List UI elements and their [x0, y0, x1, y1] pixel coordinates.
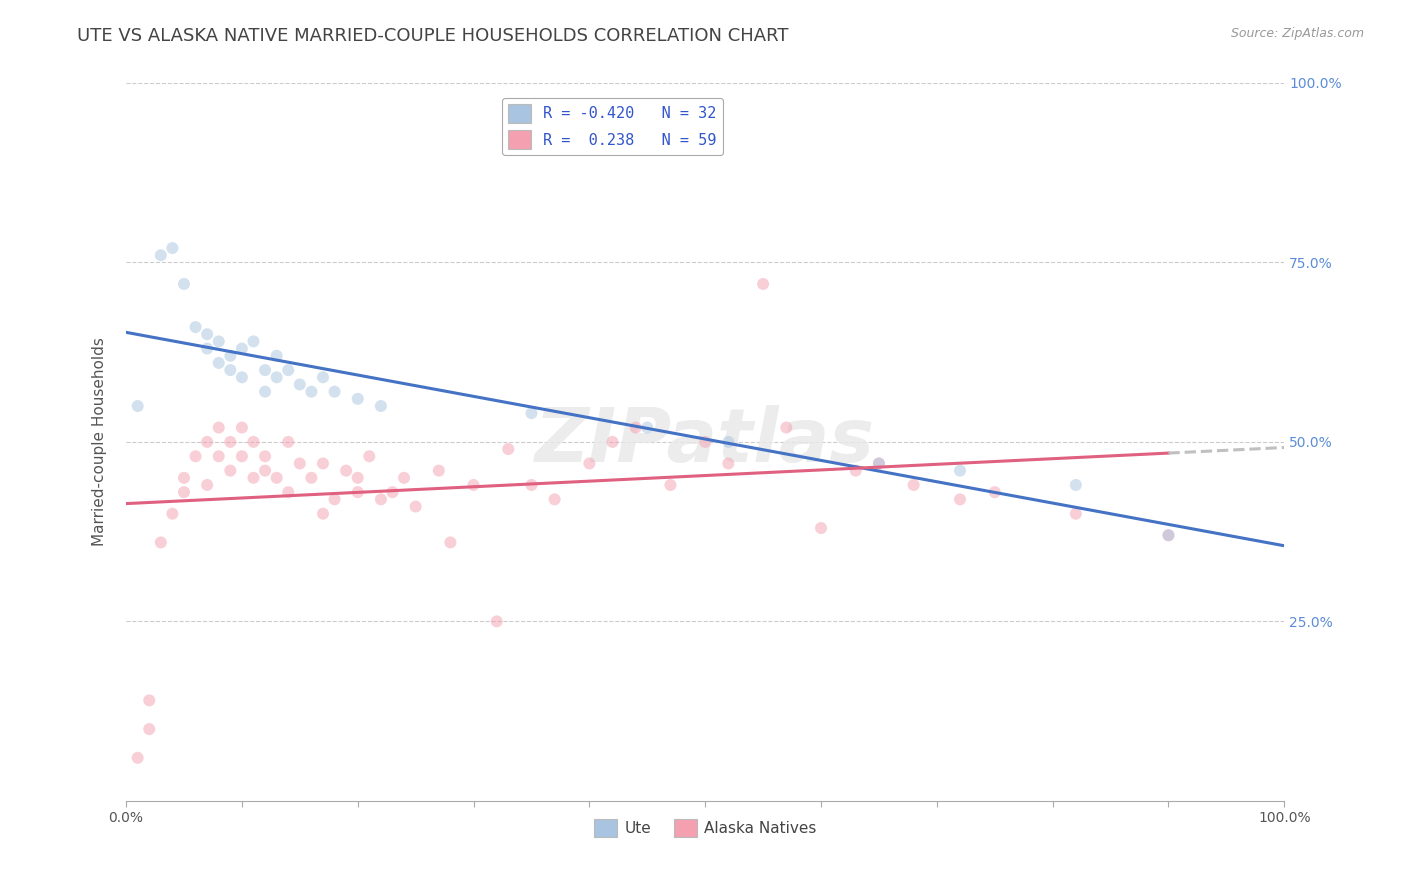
- Point: [1064, 507, 1087, 521]
- Point: [195, 327, 218, 342]
- Point: [231, 370, 253, 384]
- Point: [299, 384, 322, 399]
- Point: [346, 471, 368, 485]
- Point: [312, 370, 335, 384]
- Point: [219, 464, 242, 478]
- Point: [231, 450, 253, 464]
- Point: [323, 384, 346, 399]
- Point: [288, 377, 311, 392]
- Point: [242, 471, 264, 485]
- Point: [868, 457, 890, 471]
- Point: [636, 420, 658, 434]
- Point: [602, 434, 624, 449]
- Point: [254, 450, 277, 464]
- Point: [370, 492, 392, 507]
- Point: [463, 478, 485, 492]
- Point: [266, 471, 288, 485]
- Point: [231, 420, 253, 434]
- Point: [346, 392, 368, 406]
- Point: [127, 399, 149, 413]
- Point: [624, 420, 647, 434]
- Point: [254, 384, 277, 399]
- Point: [845, 464, 868, 478]
- Point: [498, 442, 520, 456]
- Point: [520, 478, 543, 492]
- Point: [659, 478, 682, 492]
- Point: [208, 420, 231, 434]
- Point: [195, 434, 218, 449]
- Point: [427, 464, 450, 478]
- Text: Source: ZipAtlas.com: Source: ZipAtlas.com: [1230, 27, 1364, 40]
- Point: [405, 500, 427, 514]
- Point: [949, 464, 972, 478]
- Point: [149, 248, 172, 262]
- Point: [752, 277, 775, 291]
- Legend: Ute, Alaska Natives: Ute, Alaska Natives: [588, 813, 823, 844]
- Point: [346, 485, 368, 500]
- Point: [288, 457, 311, 471]
- Point: [208, 450, 231, 464]
- Text: ZIPatlas: ZIPatlas: [536, 405, 875, 478]
- Point: [485, 615, 508, 629]
- Point: [949, 492, 972, 507]
- Point: [138, 693, 160, 707]
- Point: [219, 349, 242, 363]
- Point: [242, 434, 264, 449]
- Point: [335, 464, 357, 478]
- Point: [984, 485, 1007, 500]
- Point: [195, 478, 218, 492]
- Point: [277, 363, 299, 377]
- Point: [1064, 478, 1087, 492]
- Point: [370, 399, 392, 413]
- Point: [439, 535, 461, 549]
- Point: [903, 478, 925, 492]
- Point: [266, 349, 288, 363]
- Point: [219, 363, 242, 377]
- Point: [184, 320, 207, 334]
- Point: [299, 471, 322, 485]
- Point: [138, 722, 160, 736]
- Point: [775, 420, 797, 434]
- Text: UTE VS ALASKA NATIVE MARRIED-COUPLE HOUSEHOLDS CORRELATION CHART: UTE VS ALASKA NATIVE MARRIED-COUPLE HOUS…: [77, 27, 789, 45]
- Point: [184, 450, 207, 464]
- Point: [578, 457, 600, 471]
- Point: [149, 535, 172, 549]
- Point: [810, 521, 832, 535]
- Point: [717, 434, 740, 449]
- Point: [277, 485, 299, 500]
- Point: [254, 464, 277, 478]
- Point: [266, 370, 288, 384]
- Point: [254, 363, 277, 377]
- Point: [162, 241, 184, 255]
- Point: [1157, 528, 1180, 542]
- Point: [208, 356, 231, 370]
- Point: [208, 334, 231, 349]
- Point: [359, 450, 381, 464]
- Point: [695, 434, 717, 449]
- Y-axis label: Married-couple Households: Married-couple Households: [93, 337, 107, 546]
- Point: [242, 334, 264, 349]
- Point: [1157, 528, 1180, 542]
- Point: [543, 492, 565, 507]
- Point: [277, 434, 299, 449]
- Point: [392, 471, 415, 485]
- Point: [173, 485, 195, 500]
- Point: [312, 507, 335, 521]
- Point: [162, 507, 184, 521]
- Point: [173, 471, 195, 485]
- Point: [381, 485, 404, 500]
- Point: [127, 751, 149, 765]
- Point: [520, 406, 543, 420]
- Point: [231, 342, 253, 356]
- Point: [717, 457, 740, 471]
- Point: [868, 457, 890, 471]
- Point: [323, 492, 346, 507]
- Point: [219, 434, 242, 449]
- Point: [312, 457, 335, 471]
- Point: [195, 342, 218, 356]
- Point: [173, 277, 195, 291]
